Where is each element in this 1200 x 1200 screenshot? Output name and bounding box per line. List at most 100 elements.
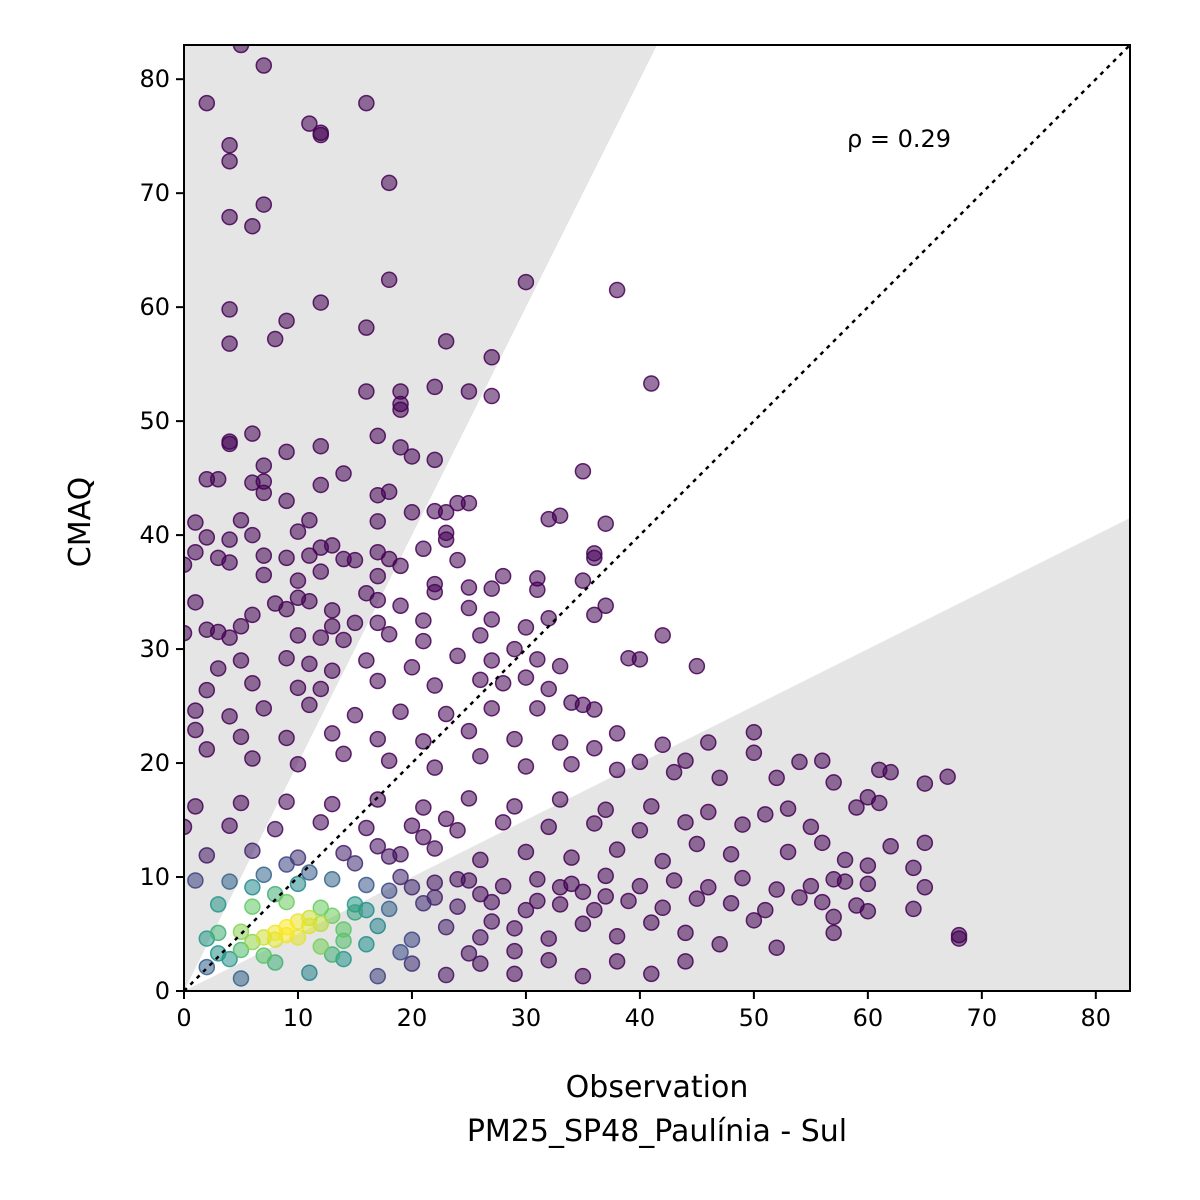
data-point (437, 810, 455, 828)
data-point (184, 818, 193, 836)
data-point (403, 817, 421, 834)
data-point (722, 845, 740, 863)
data-point (745, 912, 763, 929)
data-point (369, 791, 387, 808)
data-point (734, 816, 751, 833)
data-point (848, 799, 865, 816)
data-point (905, 900, 922, 918)
data-point (301, 655, 318, 673)
data-point (221, 137, 238, 154)
y-tick-label: 0 (155, 977, 170, 1005)
data-point (574, 572, 592, 589)
data-point (677, 953, 694, 970)
data-point (449, 898, 466, 915)
data-point (255, 947, 273, 964)
plot-frame (183, 44, 1131, 992)
data-point (358, 936, 375, 953)
data-point (608, 725, 626, 742)
data-point (734, 869, 751, 887)
data-point (551, 657, 569, 675)
data-point (494, 877, 512, 895)
y-axis-ticks: 0 10 20 30 40 50 60 70 80 (139, 65, 184, 1005)
data-point (278, 918, 295, 936)
lower-shaded-region (184, 518, 1130, 991)
y-axis-label: CMAQ (63, 477, 98, 567)
x-tick-label: 70 (967, 1004, 998, 1032)
data-point (358, 652, 375, 669)
data-point (221, 873, 238, 890)
data-point (540, 818, 557, 836)
data-point (323, 725, 341, 742)
data-point (323, 871, 341, 888)
data-point (335, 844, 352, 862)
data-point (278, 549, 295, 567)
data-point (301, 592, 318, 610)
data-point (745, 724, 763, 741)
data-point (802, 877, 820, 895)
data-points (184, 45, 968, 987)
data-point (255, 700, 273, 717)
data-point (449, 494, 466, 512)
data-point (745, 744, 763, 762)
data-point (187, 798, 204, 815)
data-point (643, 965, 660, 983)
data-point (244, 675, 261, 692)
data-point (700, 803, 717, 821)
data-point (415, 828, 432, 846)
data-point (255, 457, 273, 474)
data-point (437, 333, 455, 350)
x-axis-ticks: 0 10 20 30 40 50 60 70 80 (176, 991, 1111, 1032)
data-point (586, 701, 603, 718)
data-point (289, 523, 307, 540)
data-point (483, 387, 500, 405)
data-point (184, 556, 193, 573)
data-point (403, 955, 421, 972)
data-point (392, 439, 409, 456)
data-point (221, 950, 238, 968)
data-point (551, 734, 569, 751)
data-point (768, 769, 785, 787)
data-point (563, 849, 580, 866)
data-point (939, 768, 956, 785)
data-point (654, 736, 671, 754)
data-point (278, 492, 295, 510)
data-point (540, 510, 557, 528)
data-point (392, 401, 409, 418)
data-point (859, 875, 877, 893)
data-point (779, 800, 797, 817)
data-point (472, 671, 489, 689)
data-point (677, 752, 694, 770)
data-point (289, 875, 307, 893)
data-point (665, 763, 683, 781)
data-point (517, 669, 535, 686)
data-point (916, 775, 934, 792)
data-point (779, 843, 797, 861)
data-point (586, 606, 603, 624)
data-point (358, 319, 375, 336)
data-point (244, 750, 261, 767)
data-point (255, 484, 273, 502)
data-point (335, 631, 352, 649)
data-point (415, 612, 432, 629)
data-point (187, 594, 204, 611)
y-tick-label: 50 (139, 407, 170, 435)
data-point (392, 868, 409, 886)
y-tick-label: 40 (139, 521, 170, 549)
data-point (517, 273, 535, 291)
data-point (506, 942, 523, 960)
data-point (346, 614, 364, 632)
x-tick-label: 10 (283, 1004, 314, 1032)
data-point (312, 680, 330, 698)
data-point (187, 514, 204, 531)
correlation-annotation: ρ = 0.29 (847, 125, 951, 153)
data-point (631, 753, 649, 771)
data-point (460, 599, 478, 617)
data-point (882, 838, 899, 855)
data-point (494, 675, 512, 692)
data-point (266, 885, 284, 903)
x-tick-label: 60 (853, 1004, 884, 1032)
data-point (209, 470, 227, 488)
data-point (244, 879, 261, 896)
data-point (483, 349, 500, 366)
